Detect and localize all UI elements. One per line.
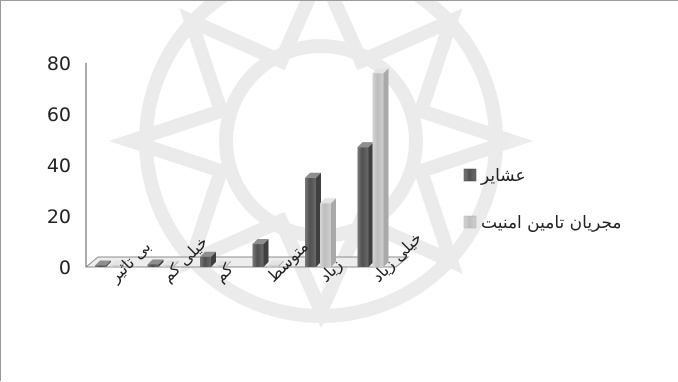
bar-series-2: [215, 260, 231, 267]
y-tick-label: 0: [59, 257, 71, 279]
bar-top: [267, 260, 284, 266]
legend-swatch: [463, 215, 477, 229]
bar-series-1: [252, 239, 269, 267]
bar-side: [263, 239, 269, 267]
bar-front: [320, 203, 331, 267]
bar-front: [372, 73, 384, 267]
y-tick-label: 60: [47, 104, 71, 126]
bar-front: [357, 147, 369, 267]
legend-item: مجریان تامین امنیت: [463, 213, 622, 233]
bar-top: [147, 259, 164, 265]
bar-side: [121, 260, 126, 267]
bar-front: [147, 264, 159, 267]
bar-top: [357, 142, 374, 148]
bar-front: [252, 244, 264, 267]
bar-front: [267, 265, 279, 267]
y-tick-label: 40: [47, 155, 71, 177]
bar-top: [252, 239, 269, 245]
bar-series-2: [372, 68, 389, 267]
bar-side: [211, 251, 216, 267]
bar-side: [331, 198, 336, 267]
bar-series-2: [267, 260, 284, 267]
bar-front: [110, 265, 121, 267]
y-tick-label: 80: [47, 53, 71, 75]
bar-side: [158, 259, 164, 267]
bar-side: [106, 260, 111, 267]
bar-series-2: [110, 260, 126, 267]
bar-top: [110, 260, 126, 266]
bar-top: [162, 260, 179, 266]
bar-front: [305, 177, 316, 267]
legend-label: عشایر: [480, 166, 526, 186]
legend-label: مجریان تامین امنیت: [481, 213, 622, 233]
bar-front: [95, 265, 106, 267]
legend-item: عشایر: [463, 166, 526, 186]
bar-side: [383, 68, 389, 267]
y-tick-labels: 0 20 40 60 80: [47, 53, 71, 279]
bar-series-2: [320, 198, 336, 267]
bar-front: [215, 265, 226, 267]
bar-front: [162, 265, 174, 267]
legend: عشایر مجریان تامین امنیت: [463, 166, 622, 233]
bar-series-1: [357, 142, 374, 267]
bar-top: [305, 172, 321, 178]
bar-series-1: [95, 260, 111, 267]
bar-series-1: [200, 251, 216, 267]
bar-top: [200, 251, 216, 257]
bar-side: [368, 142, 374, 267]
bar-top: [372, 68, 389, 74]
bar-side: [226, 260, 231, 267]
bar-side: [316, 172, 321, 267]
bar-side: [278, 260, 284, 267]
bar-top: [320, 198, 336, 204]
bar-top: [215, 260, 231, 266]
bar-top: [95, 260, 111, 266]
y-tick-label: 20: [47, 206, 71, 228]
bar-series: [95, 68, 389, 267]
bar-front: [200, 256, 211, 267]
bar-side: [173, 260, 179, 267]
bar-series-1: [147, 259, 164, 267]
bar-series-2: [162, 260, 179, 267]
legend-swatch: [463, 168, 477, 182]
bar-series-1: [305, 172, 321, 267]
